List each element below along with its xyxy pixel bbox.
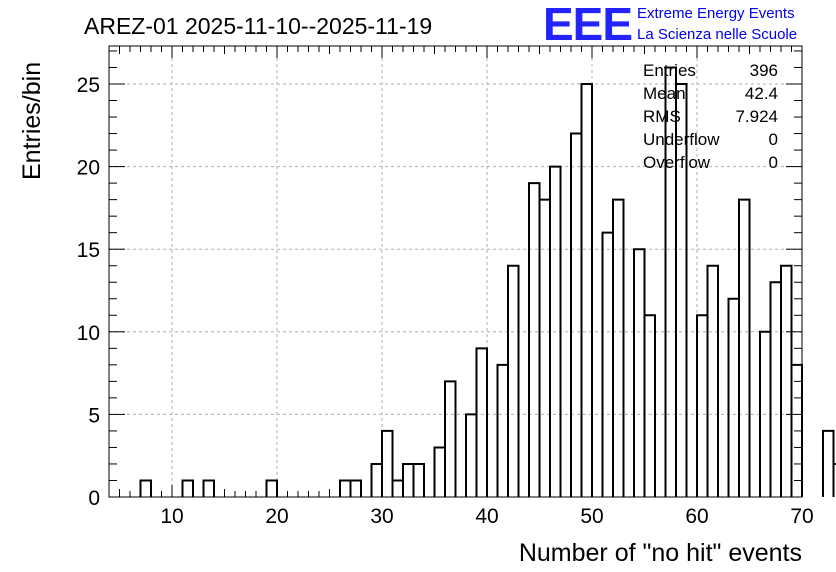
stats-value: 0: [769, 153, 778, 172]
y-tick-label: 10: [77, 322, 100, 345]
x-tick-label: 70: [790, 505, 813, 528]
y-tick-label: 20: [77, 157, 100, 180]
histogram-bin: [832, 462, 836, 497]
branding: EEE Extreme Energy Events La Scienza nel…: [543, 0, 797, 50]
histogram-bin: [822, 429, 835, 497]
histogram-bin: [370, 462, 383, 497]
histogram-bin: [202, 479, 215, 497]
histogram-bin: [633, 248, 646, 497]
histogram-bars: [139, 66, 836, 497]
histogram-bin: [139, 479, 152, 497]
x-tick-label: 60: [685, 505, 708, 528]
histogram-bin: [538, 198, 551, 497]
histogram-bin: [465, 413, 478, 497]
histogram-bin: [727, 297, 740, 497]
histogram-bin: [349, 479, 362, 497]
stats-value: 396: [750, 61, 778, 80]
histogram-bin: [706, 264, 719, 497]
histogram-bin: [475, 347, 488, 497]
histogram-bin: [549, 165, 562, 497]
y-tick-label: 25: [77, 74, 100, 97]
histogram-bin: [612, 198, 625, 497]
eee-logo: EEE: [543, 0, 632, 50]
histogram-bin: [391, 479, 404, 497]
histogram-bin: [601, 231, 614, 497]
x-tick-label: 30: [370, 505, 393, 528]
brand-line-1: Extreme Energy Events: [637, 5, 795, 22]
y-tick-label: 15: [77, 239, 100, 262]
x-tick-label: 50: [580, 505, 603, 528]
y-axis-title: Entries/bin: [18, 62, 46, 180]
stats-label: Mean: [643, 84, 686, 103]
stats-label: Overflow: [643, 153, 711, 172]
histogram-bin: [265, 479, 278, 497]
histogram-bin: [381, 429, 394, 497]
histogram-bin: [412, 462, 425, 497]
histogram-bin: [580, 82, 593, 497]
stats-label: RMS: [643, 107, 681, 126]
histogram-bin: [339, 479, 352, 497]
histogram-bin: [444, 380, 457, 497]
stats-label: Entries: [643, 61, 696, 80]
histogram-bin: [643, 314, 656, 497]
histogram-bin: [738, 198, 751, 497]
brand-line-2: La Scienza nelle Scuole: [637, 26, 797, 43]
stats-value: 42.4: [745, 84, 778, 103]
x-axis-title: Number of "no hit" events: [519, 539, 802, 567]
axes: [108, 45, 803, 498]
stats-value: 0: [769, 130, 778, 149]
tick-labels: 10 20 30 40 50 60 70 0 5 10 15 20 25: [77, 74, 814, 528]
chart-title: AREZ-01 2025-11-10--2025-11-19: [84, 13, 432, 39]
histogram-bin: [433, 446, 446, 497]
histogram-bin: [181, 479, 194, 497]
histogram-bin: [696, 314, 709, 497]
x-tick-label: 20: [265, 505, 288, 528]
histogram-bin: [507, 264, 520, 497]
y-tick-label: 5: [88, 404, 100, 427]
histogram-bin: [528, 182, 541, 497]
histogram-bin: [402, 462, 415, 497]
stats-box: Entries 396 Mean 42.4 RMS 7.924 Underflow 0 Over…: [643, 61, 778, 172]
histogram-bin: [769, 281, 782, 497]
histogram-bin: [570, 132, 583, 497]
stats-value: 7.924: [735, 107, 778, 126]
x-tick-label: 10: [160, 505, 183, 528]
histogram-bin: [496, 363, 509, 497]
histogram-bin: [780, 264, 793, 497]
x-tick-label: 40: [475, 505, 498, 528]
histogram-bin: [675, 82, 688, 497]
y-tick-label: 0: [88, 487, 100, 510]
stats-label: Underflow: [643, 130, 720, 149]
